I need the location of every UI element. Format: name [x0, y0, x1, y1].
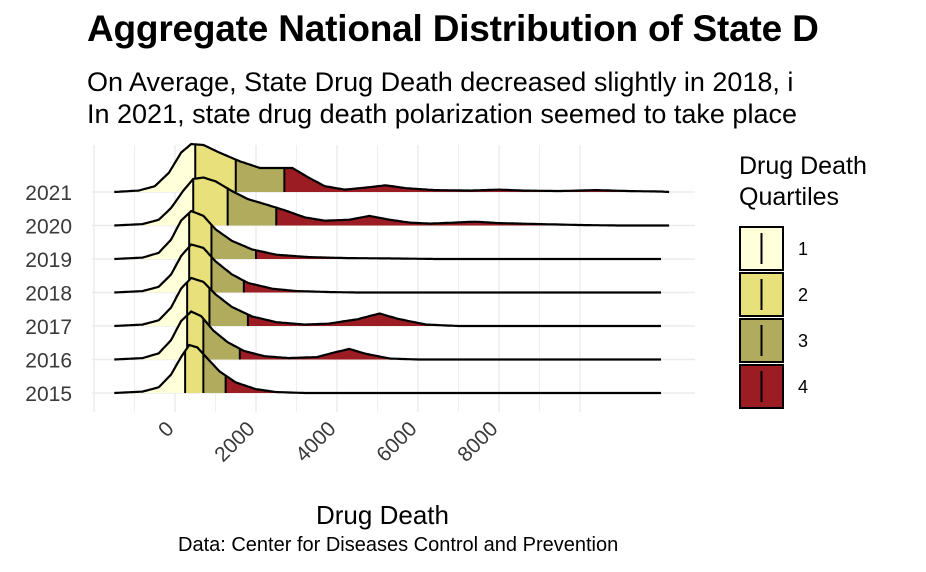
- x-tick-label: 6000: [372, 417, 421, 466]
- y-tick-label: 2018: [25, 283, 72, 306]
- x-tick-label: 4000: [291, 417, 340, 466]
- ridge-2015-outline: [114, 343, 661, 395]
- legend-title: Drug Death Quartiles: [739, 152, 867, 211]
- ridge-2015-quartile-3: [203, 354, 226, 393]
- ridge-2021-quartile-1: [114, 144, 196, 192]
- chart-subtitle: On Average, State Drug Death decreased s…: [87, 67, 797, 129]
- chart-caption: Data: Center for Diseases Control and Pr…: [178, 534, 619, 556]
- ridge-2015-quartile-1: [114, 351, 186, 393]
- ridge-2015-quartile-2: [185, 345, 204, 393]
- ridge-2020-outline: [114, 176, 670, 227]
- ridge-2018-outline: [114, 243, 661, 294]
- ridge-2017-quartile-1: [114, 282, 188, 326]
- ridge-2019-outline: [114, 209, 661, 261]
- legend-label-3: 3: [798, 331, 808, 351]
- ridge-2020-quartile-3: [227, 188, 277, 226]
- legend-label-2: 2: [798, 285, 808, 305]
- ridge-2015: [114, 343, 661, 395]
- ridge-2020-quartile-2: [193, 177, 228, 226]
- y-tick-label: 2019: [25, 249, 72, 272]
- x-axis-title: Drug Death: [316, 500, 449, 530]
- x-axis-labels: 0 2000 4000 6000 8000: [154, 417, 503, 466]
- ridge-2016-quartile-1: [114, 315, 188, 360]
- x-tick-label: 8000: [453, 417, 502, 466]
- ridge-2021-quartile-3: [235, 159, 285, 192]
- y-tick-label: 2021: [25, 182, 72, 205]
- x-tick-label: 2000: [210, 417, 259, 466]
- ridge-2020: [114, 176, 670, 227]
- legend-label-1: 1: [798, 239, 808, 259]
- ridge-2018-quartile-1: [114, 246, 190, 293]
- ridge-2015-quartile-4: [225, 375, 661, 393]
- ridge-2016-quartile-3: [203, 318, 240, 360]
- y-tick-label: 2020: [25, 216, 72, 239]
- ridge-2016-outline: [114, 310, 661, 361]
- y-tick-label: 2015: [25, 383, 72, 406]
- ridges: [114, 142, 670, 395]
- ridge-2017-outline: [114, 276, 661, 328]
- y-tick-label: 2017: [25, 316, 72, 339]
- legend-label-4: 4: [798, 377, 808, 397]
- ridge-2019-quartile-1: [114, 212, 190, 259]
- y-tick-label: 2016: [25, 350, 72, 373]
- ridge-2020-quartile-4: [276, 207, 670, 226]
- ridge-2017-quartile-4: [247, 313, 661, 326]
- ridge-2018-quartile-4: [243, 280, 661, 293]
- ridge-2020-quartile-1: [114, 178, 194, 226]
- ridge-2019: [114, 209, 661, 261]
- y-axis-labels: 2015 2016 2017 2018 2019 2020 2021: [25, 182, 72, 406]
- ridge-2019-quartile-4: [256, 250, 661, 259]
- ridge-2021-outline: [114, 142, 670, 194]
- ridge-2016-quartile-4: [239, 348, 662, 360]
- x-tick-label: 0: [154, 417, 179, 442]
- legend: 1 2 3 4: [739, 226, 808, 409]
- chart-title: Aggregate National Distribution of State…: [87, 8, 819, 49]
